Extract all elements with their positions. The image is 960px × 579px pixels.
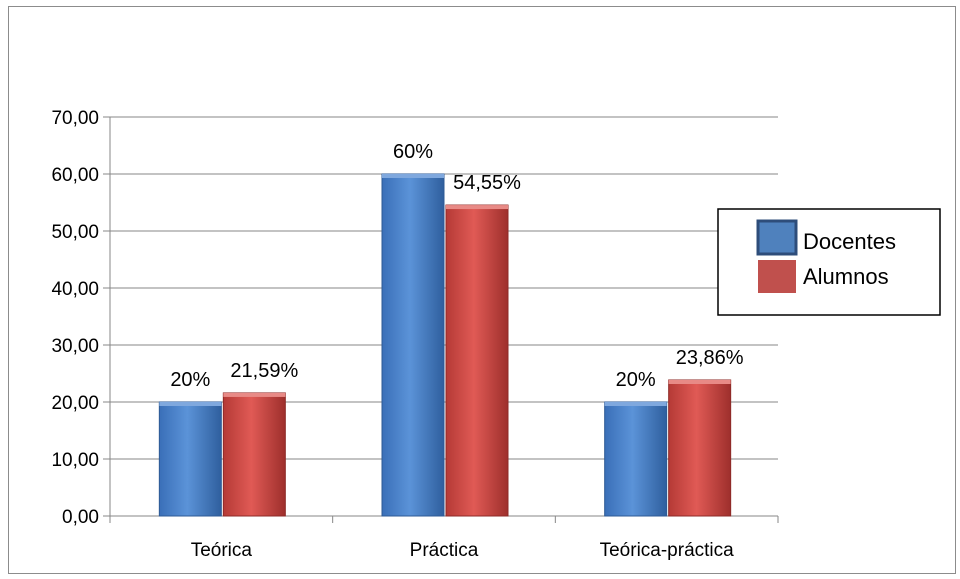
legend-box [717,208,941,316]
bars [158,173,732,517]
y-tick-label: 10,00 [51,450,99,471]
legend-swatch-alumnos [758,260,796,293]
y-tick-label: 40,00 [51,279,99,300]
bar-top-highlight [446,205,508,210]
data-label: 21,59% [230,360,298,382]
legend-label-docentes: Docentes [803,229,896,254]
bar-top-highlight [223,392,286,397]
bar [445,204,509,517]
y-tick-label: 70,00 [51,108,99,129]
data-label: 23,86% [676,347,744,369]
bar-top-highlight [668,379,731,384]
legend-swatch-docentes [756,219,798,256]
bar [158,401,222,517]
y-axis-tick-labels: 0,00 10,00 20,00 30,00 40,00 50,00 60,00 70,00 [51,108,99,528]
data-label: 20% [170,369,210,391]
bar [222,392,286,517]
bar-top-highlight [382,174,444,178]
x-tick-label: Teórica [191,540,253,561]
x-tick-label: Práctica [410,540,479,561]
bar-top-highlight [604,402,667,406]
data-labels: 20% 21,59% 60% 54,55% 20% 23,86% [170,141,743,391]
data-label: 54,55% [453,172,521,194]
x-axis-tick-labels: Teórica Práctica Teórica-práctica [191,540,734,561]
y-tick-label: 30,00 [51,336,99,357]
y-tick-label: 20,00 [51,393,99,414]
y-tick-label: 60,00 [51,165,99,186]
legend: Docentes Alumnos [717,208,941,316]
bar [381,173,445,517]
bar [604,401,668,517]
bar-top-highlight [159,402,222,406]
data-label: 20% [616,369,656,391]
legend-label-alumnos: Alumnos [803,264,889,289]
y-tick-label: 50,00 [51,222,99,243]
x-tick-label: Teórica-práctica [600,540,735,561]
bar [668,379,732,517]
y-tick-label: 0,00 [62,507,99,528]
data-label: 60% [393,141,433,163]
